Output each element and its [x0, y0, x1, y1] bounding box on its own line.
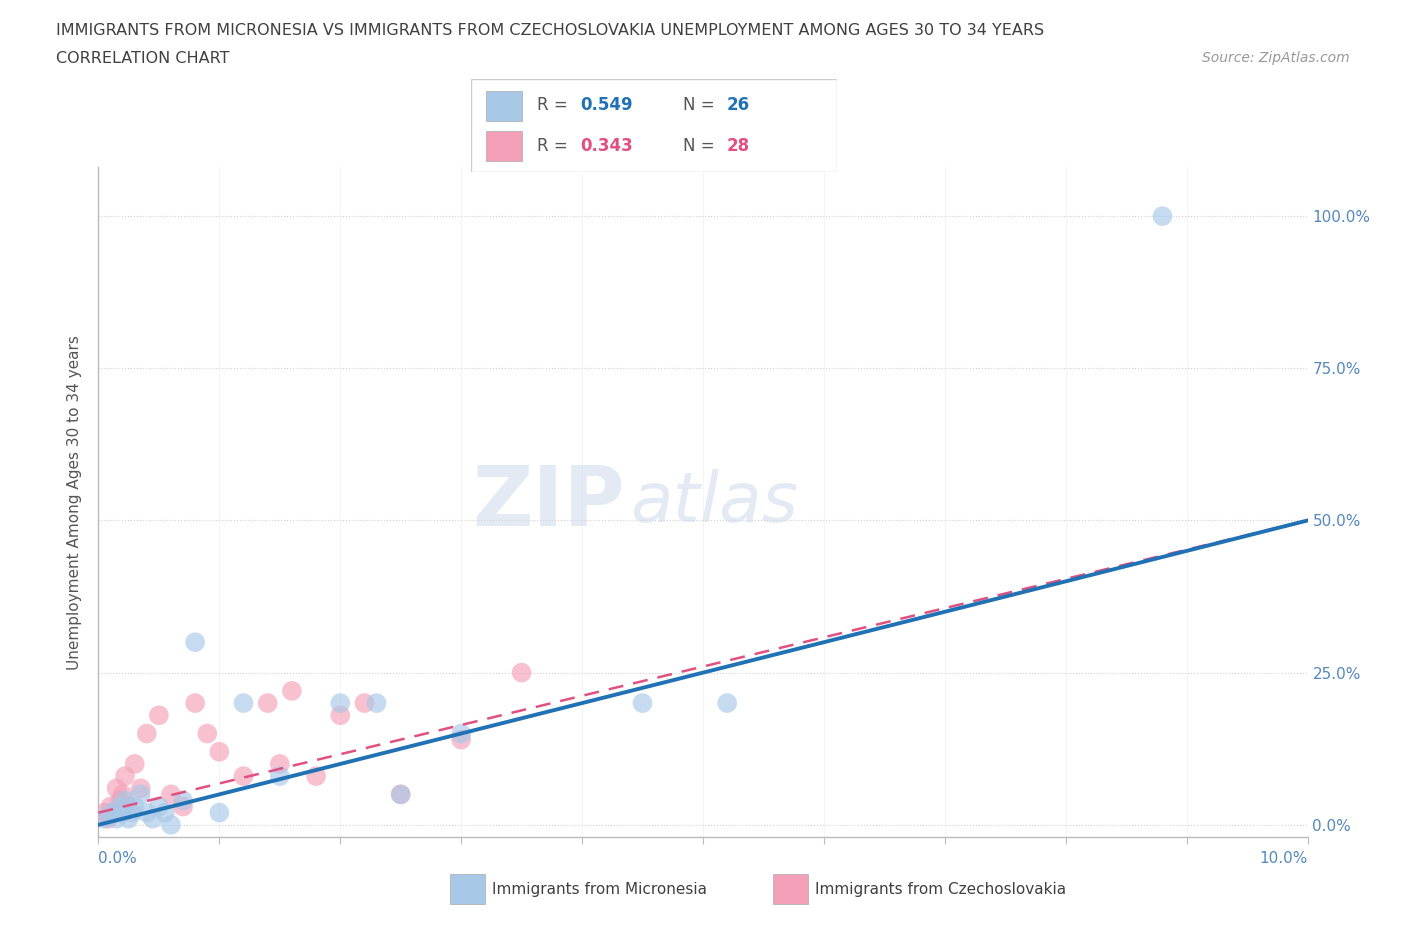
- Y-axis label: Unemployment Among Ages 30 to 34 years: Unemployment Among Ages 30 to 34 years: [67, 335, 83, 670]
- Point: [135, 726, 157, 741]
- Point: [208, 805, 231, 820]
- Point: [108, 799, 131, 814]
- Point: [93, 811, 115, 826]
- Text: Source: ZipAtlas.com: Source: ZipAtlas.com: [1202, 51, 1350, 65]
- Point: [97, 811, 120, 826]
- Text: IMMIGRANTS FROM MICRONESIA VS IMMIGRANTS FROM CZECHOSLOVAKIA UNEMPLOYMENT AMONG : IMMIGRANTS FROM MICRONESIA VS IMMIGRANTS…: [56, 23, 1045, 38]
- Point: [148, 799, 170, 814]
- Bar: [485, 91, 522, 121]
- Point: [111, 787, 134, 802]
- Point: [716, 696, 738, 711]
- Point: [105, 811, 128, 826]
- Point: [184, 696, 207, 711]
- Text: R =: R =: [537, 96, 572, 114]
- Point: [366, 696, 388, 711]
- Bar: [485, 131, 522, 161]
- Point: [281, 684, 304, 698]
- Text: 0.343: 0.343: [581, 137, 634, 155]
- Point: [208, 744, 231, 759]
- Text: Immigrants from Micronesia: Immigrants from Micronesia: [492, 882, 707, 897]
- Point: [269, 756, 291, 771]
- Point: [389, 787, 412, 802]
- Point: [103, 805, 125, 820]
- Point: [329, 708, 352, 723]
- Point: [1152, 208, 1174, 223]
- Text: 26: 26: [727, 96, 749, 114]
- Point: [195, 726, 218, 741]
- Text: R =: R =: [537, 137, 572, 155]
- Point: [510, 665, 533, 680]
- Text: CORRELATION CHART: CORRELATION CHART: [56, 51, 229, 66]
- Point: [129, 781, 152, 796]
- Point: [153, 805, 176, 820]
- Point: [160, 817, 183, 832]
- Text: 0.549: 0.549: [581, 96, 633, 114]
- Point: [148, 708, 170, 723]
- Point: [129, 787, 152, 802]
- Point: [450, 726, 472, 741]
- Point: [631, 696, 654, 711]
- Point: [100, 799, 122, 814]
- Point: [111, 805, 134, 820]
- Point: [172, 793, 194, 808]
- Point: [232, 696, 254, 711]
- Text: 0.0%: 0.0%: [98, 851, 138, 866]
- Point: [124, 799, 146, 814]
- Point: [172, 799, 194, 814]
- Text: N =: N =: [683, 137, 720, 155]
- Text: atlas: atlas: [630, 469, 799, 536]
- Point: [118, 799, 141, 814]
- Point: [450, 732, 472, 747]
- Text: N =: N =: [683, 96, 720, 114]
- Point: [160, 787, 183, 802]
- Point: [114, 793, 136, 808]
- Point: [93, 805, 115, 820]
- Point: [184, 635, 207, 650]
- Point: [100, 805, 122, 820]
- Point: [329, 696, 352, 711]
- Point: [142, 811, 165, 826]
- Point: [256, 696, 278, 711]
- Point: [118, 811, 141, 826]
- Text: 10.0%: 10.0%: [1260, 851, 1308, 866]
- Text: ZIP: ZIP: [472, 461, 624, 543]
- Point: [232, 769, 254, 784]
- Point: [389, 787, 412, 802]
- Point: [114, 769, 136, 784]
- Point: [135, 805, 157, 820]
- Point: [353, 696, 375, 711]
- FancyBboxPatch shape: [471, 79, 837, 172]
- Point: [269, 769, 291, 784]
- Text: Immigrants from Czechoslovakia: Immigrants from Czechoslovakia: [815, 882, 1067, 897]
- Point: [121, 805, 143, 820]
- Text: 28: 28: [727, 137, 749, 155]
- Point: [105, 781, 128, 796]
- Point: [124, 756, 146, 771]
- Point: [305, 769, 328, 784]
- Point: [108, 793, 131, 808]
